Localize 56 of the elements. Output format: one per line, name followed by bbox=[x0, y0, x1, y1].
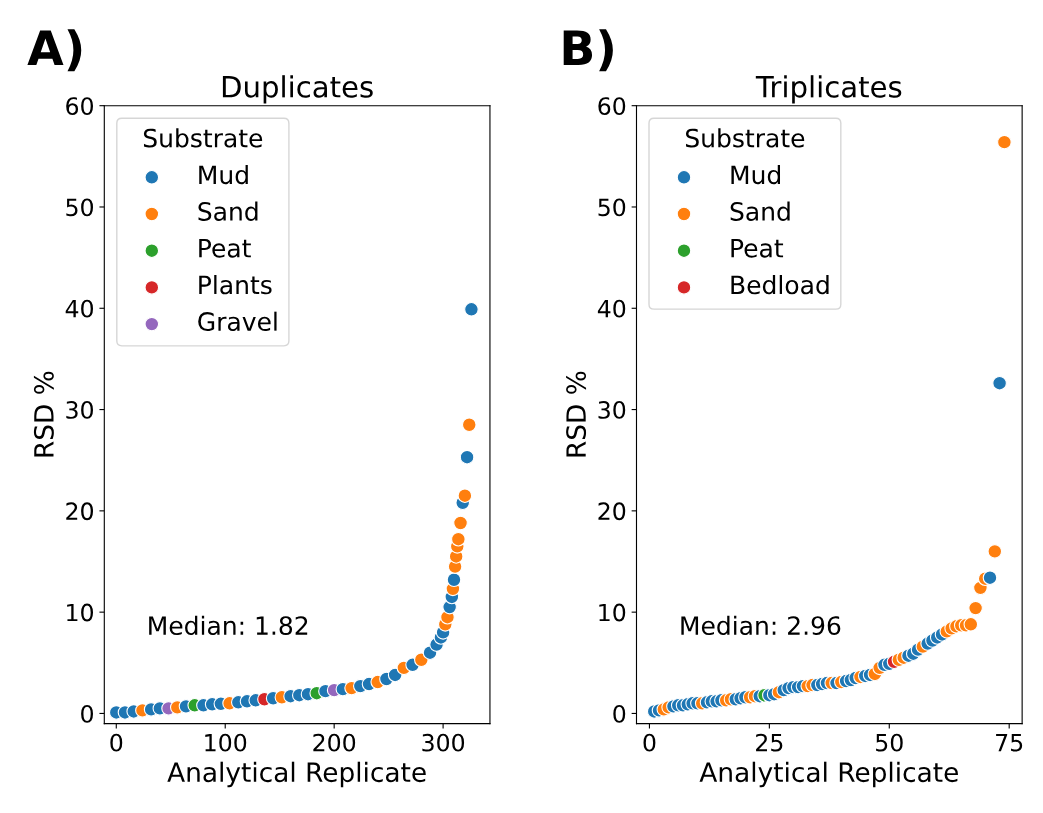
y-tick-label: 50 bbox=[598, 198, 626, 217]
y-tick-label: 20 bbox=[66, 502, 94, 521]
y-tick-label: 40 bbox=[597, 299, 626, 318]
legend-label: Plants bbox=[199, 274, 272, 295]
point bbox=[992, 375, 1007, 391]
x-tick-label: 75 bbox=[996, 734, 1023, 752]
legend-label: Mud bbox=[731, 164, 781, 185]
x-tick-label: 0 bbox=[643, 733, 656, 752]
point bbox=[464, 301, 479, 317]
annotation: Median: 2.96 bbox=[681, 615, 841, 636]
x-tick-label: 25 bbox=[756, 733, 783, 752]
legend-title: Substrate bbox=[143, 128, 263, 148]
point bbox=[451, 531, 466, 547]
legend-label: Peat bbox=[199, 239, 251, 258]
point bbox=[997, 134, 1012, 150]
x-tick-label: 50 bbox=[876, 733, 903, 752]
point bbox=[461, 417, 477, 433]
legend-label: Sand bbox=[198, 201, 258, 221]
point bbox=[982, 570, 998, 586]
point bbox=[987, 544, 1003, 559]
legend-label: Gravel bbox=[198, 311, 277, 332]
y-tick-label: 10 bbox=[67, 603, 94, 622]
y-tick-label: 0 bbox=[613, 704, 626, 723]
y-axis-title: RSD % bbox=[566, 371, 587, 457]
point bbox=[446, 572, 462, 588]
y-tick-label: 30 bbox=[598, 401, 626, 419]
point bbox=[963, 616, 979, 632]
chart-title: Triplicates bbox=[755, 75, 902, 104]
x-tick-label: 0 bbox=[110, 733, 123, 752]
y-tick-label: 60 bbox=[66, 97, 94, 115]
y-axis-title: RSD % bbox=[33, 371, 54, 457]
x-axis-title: Analytical Replicate bbox=[167, 761, 426, 788]
y-tick-label: 50 bbox=[66, 198, 94, 217]
legend-label: Peat bbox=[731, 239, 784, 258]
point bbox=[968, 600, 983, 616]
legend-label: Mud bbox=[199, 164, 248, 185]
point bbox=[453, 515, 468, 531]
chart-title: Duplicates bbox=[222, 75, 373, 104]
text: A) bbox=[27, 29, 82, 72]
y-tick-label: 40 bbox=[65, 299, 94, 318]
text: B) bbox=[563, 29, 613, 72]
x-tick-label: 200 bbox=[313, 733, 356, 752]
point bbox=[459, 449, 475, 465]
x-tick-label: 300 bbox=[422, 733, 465, 752]
y-tick-label: 10 bbox=[599, 603, 626, 622]
y-tick-label: 20 bbox=[598, 502, 626, 521]
x-axis-title: Analytical Replicate bbox=[699, 761, 958, 788]
legend-title: Substrate bbox=[685, 128, 805, 148]
y-tick-label: 30 bbox=[66, 401, 94, 419]
y-tick-label: 60 bbox=[598, 97, 626, 115]
annotation: Median: 1.82 bbox=[149, 615, 308, 636]
legend-label: Sand bbox=[730, 201, 790, 221]
y-tick-label: 0 bbox=[81, 704, 94, 723]
legend-label: Bedload bbox=[731, 274, 829, 295]
x-tick-label: 100 bbox=[205, 733, 247, 752]
point bbox=[457, 488, 473, 503]
